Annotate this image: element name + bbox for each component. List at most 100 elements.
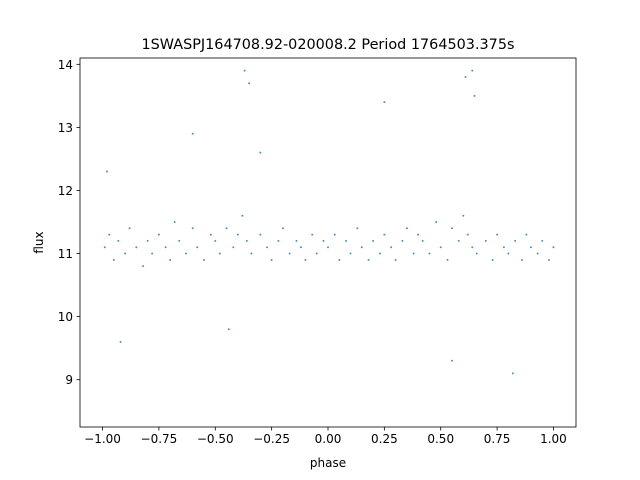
x-tick-label: 0.50 bbox=[427, 432, 454, 446]
data-point bbox=[345, 239, 348, 242]
data-point bbox=[356, 227, 359, 230]
data-point bbox=[349, 252, 352, 255]
y-tick-label: 10 bbox=[58, 310, 73, 324]
data-point bbox=[225, 227, 228, 230]
data-point bbox=[536, 252, 539, 255]
data-point bbox=[259, 151, 262, 154]
x-axis-label: phase bbox=[310, 456, 346, 470]
data-point bbox=[401, 239, 404, 242]
data-point bbox=[439, 246, 442, 249]
data-point bbox=[299, 246, 302, 249]
y-axis-label: flux bbox=[32, 231, 46, 253]
data-point bbox=[112, 258, 115, 261]
data-point bbox=[360, 246, 363, 249]
data-point bbox=[288, 252, 291, 255]
y-tick-label: 13 bbox=[58, 121, 73, 135]
data-point bbox=[541, 239, 544, 242]
data-point bbox=[184, 252, 187, 255]
data-point bbox=[383, 101, 386, 104]
x-axis-ticks: −1.00 −0.75 −0.50 −0.25 0.00 0.25 0.50 0.75 1.00 bbox=[84, 427, 567, 446]
data-point bbox=[103, 246, 106, 249]
data-point bbox=[451, 359, 453, 362]
data-point bbox=[491, 258, 494, 261]
data-point bbox=[428, 252, 431, 255]
data-point bbox=[241, 214, 244, 217]
data-point bbox=[178, 239, 181, 242]
data-point bbox=[243, 69, 246, 72]
data-point bbox=[191, 132, 194, 135]
data-point bbox=[203, 258, 205, 261]
data-point bbox=[502, 246, 505, 249]
data-point bbox=[250, 252, 253, 255]
data-point bbox=[266, 246, 269, 249]
data-point bbox=[547, 258, 550, 261]
data-point bbox=[259, 233, 262, 236]
data-point bbox=[117, 239, 120, 242]
data-point bbox=[322, 239, 325, 242]
data-point bbox=[106, 170, 109, 173]
y-tick-label: 11 bbox=[58, 247, 73, 261]
x-tick-label: 0.25 bbox=[371, 432, 398, 446]
data-point bbox=[462, 214, 465, 217]
data-point bbox=[338, 258, 341, 261]
data-point bbox=[248, 82, 251, 85]
data-point bbox=[471, 246, 474, 249]
data-point bbox=[496, 233, 499, 236]
data-point bbox=[119, 340, 122, 343]
data-point bbox=[173, 221, 176, 223]
data-point bbox=[169, 258, 172, 261]
data-point bbox=[333, 233, 336, 236]
data-point bbox=[417, 233, 420, 236]
data-point bbox=[372, 239, 375, 242]
data-point bbox=[412, 252, 415, 255]
data-point bbox=[295, 239, 298, 242]
data-point bbox=[214, 239, 217, 242]
data-point bbox=[315, 252, 318, 255]
x-tick-label: −1.00 bbox=[84, 432, 121, 446]
data-point bbox=[196, 246, 199, 249]
data-point bbox=[232, 246, 235, 249]
data-point bbox=[164, 246, 167, 249]
data-point bbox=[311, 233, 314, 236]
y-tick-label: 14 bbox=[58, 58, 73, 72]
data-point bbox=[304, 258, 307, 261]
data-point bbox=[227, 328, 230, 331]
data-point bbox=[378, 252, 381, 255]
data-point bbox=[552, 246, 555, 249]
data-point bbox=[108, 233, 111, 236]
data-point bbox=[157, 233, 160, 236]
x-tick-label: −0.50 bbox=[197, 432, 234, 446]
data-point bbox=[475, 252, 478, 255]
x-tick-label: 1.00 bbox=[540, 432, 567, 446]
data-point bbox=[405, 227, 408, 230]
y-tick-label: 12 bbox=[58, 184, 73, 198]
y-axis-ticks: 9 10 11 12 13 14 bbox=[58, 58, 80, 387]
x-tick-label: 0.00 bbox=[315, 432, 342, 446]
data-point bbox=[146, 239, 149, 242]
data-point bbox=[484, 239, 487, 242]
data-point bbox=[327, 246, 329, 249]
data-points bbox=[103, 69, 555, 375]
data-point bbox=[511, 372, 514, 375]
data-point bbox=[281, 227, 284, 230]
data-point bbox=[218, 252, 221, 255]
data-point bbox=[394, 258, 397, 261]
data-point bbox=[525, 233, 528, 236]
plot-area-frame bbox=[79, 57, 577, 428]
data-point bbox=[277, 239, 280, 242]
data-point bbox=[135, 246, 138, 249]
data-point bbox=[367, 258, 370, 261]
data-point bbox=[520, 258, 523, 261]
x-tick-label: 0.75 bbox=[484, 432, 511, 446]
data-point bbox=[466, 233, 469, 236]
data-point bbox=[473, 94, 476, 97]
data-point bbox=[529, 246, 532, 249]
data-point bbox=[390, 246, 393, 249]
data-point bbox=[124, 252, 127, 255]
data-point bbox=[435, 221, 438, 223]
data-point bbox=[457, 239, 460, 242]
data-point bbox=[471, 69, 474, 72]
data-point bbox=[421, 239, 424, 242]
data-point bbox=[151, 252, 154, 255]
